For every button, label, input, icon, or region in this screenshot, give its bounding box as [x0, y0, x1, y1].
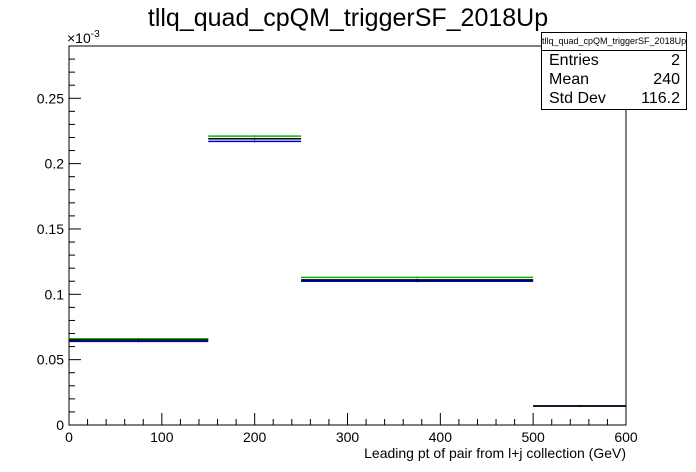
x-tick-label: 200	[243, 429, 267, 445]
stats-label: Std Dev	[549, 90, 606, 107]
y-tick-label: 0.05	[37, 352, 64, 368]
x-tick-label: 400	[429, 429, 453, 445]
y-tick-label: 0.2	[45, 156, 65, 172]
y-tick-label: 0	[56, 417, 64, 433]
stats-label: Mean	[549, 71, 590, 88]
stats-box-title: tllq_quad_cpQM_triggerSF_2018Up	[542, 33, 686, 51]
y-tick-label: 0.1	[45, 286, 65, 302]
y-tick-label: 0.25	[37, 90, 64, 106]
y-tick-label: 0.15	[37, 221, 64, 237]
x-tick-label: 500	[521, 429, 545, 445]
x-tick-label: 100	[150, 429, 174, 445]
x-tick-label: 600	[614, 429, 638, 445]
stats-value: 2	[671, 52, 680, 69]
y-exponent-power: -3	[91, 29, 100, 40]
x-tick-label: 300	[336, 429, 360, 445]
stats-row-stddev: Std Dev 116.2	[542, 89, 686, 108]
stats-label: Entries	[549, 52, 599, 69]
plot-title: tllq_quad_cpQM_triggerSF_2018Up	[147, 4, 549, 32]
stats-row-entries: Entries 2	[542, 51, 686, 70]
x-tick-label: 0	[65, 429, 73, 445]
stats-box: tllq_quad_cpQM_triggerSF_2018Up Entries …	[541, 32, 687, 110]
x-axis-label: Leading pt of pair from l+j collection (…	[364, 445, 626, 461]
stats-value: 116.2	[641, 90, 680, 107]
stats-value: 240	[653, 71, 680, 88]
y-exponent-label: ×10-3	[67, 29, 100, 46]
stats-row-mean: Mean 240	[542, 70, 686, 89]
